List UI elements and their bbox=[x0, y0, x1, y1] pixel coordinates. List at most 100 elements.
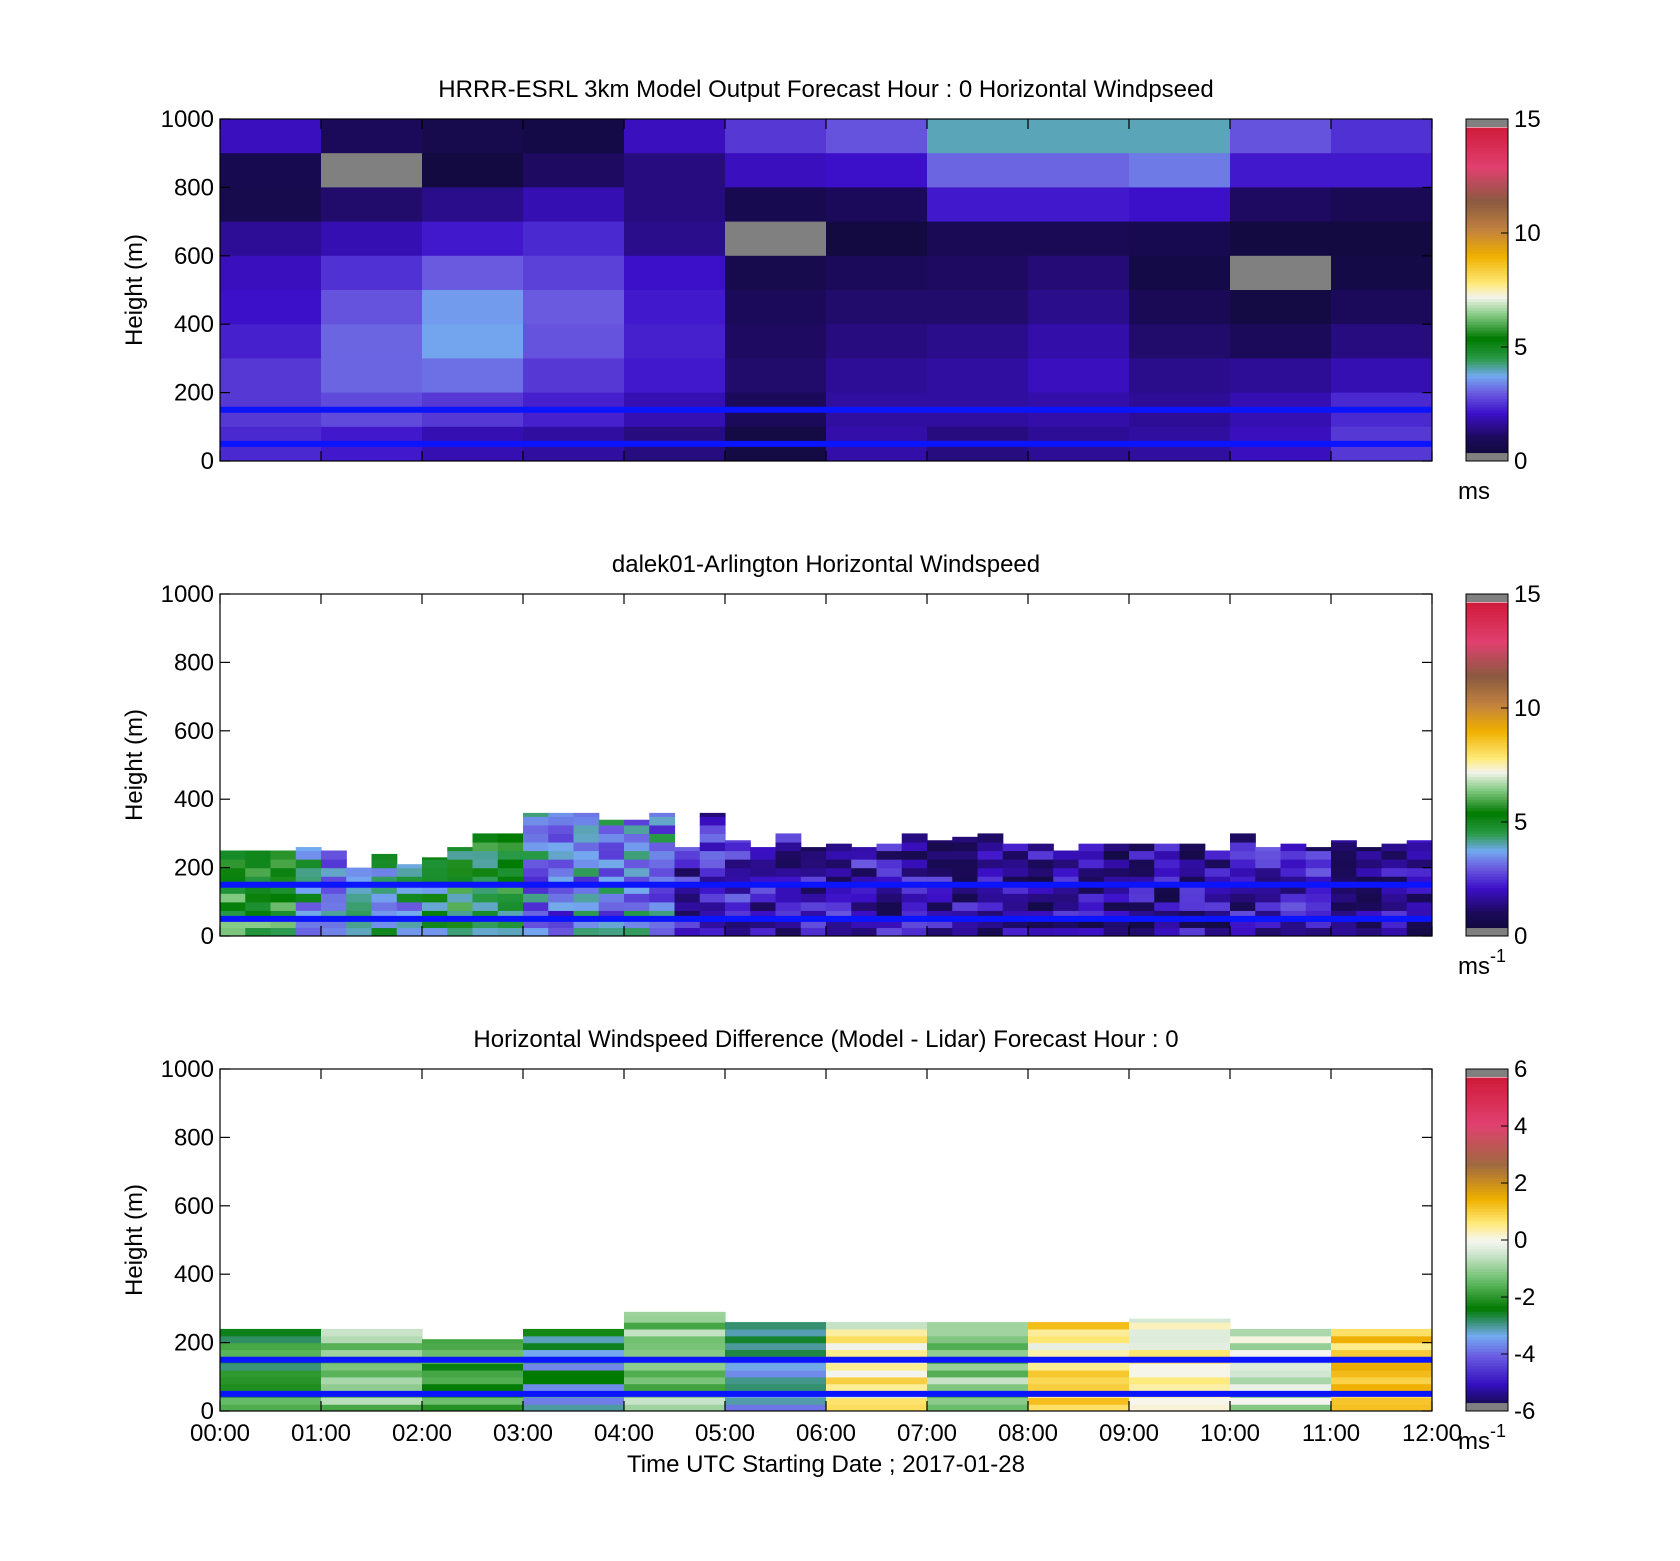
heatmap-cell bbox=[1356, 876, 1383, 886]
heatmap-cell bbox=[1053, 867, 1080, 877]
heatmap-cell bbox=[1129, 927, 1155, 936]
x-tick-label: 06:00 bbox=[796, 1420, 856, 1447]
colorbar-swatch bbox=[1466, 859, 1508, 863]
heatmap-cell bbox=[1078, 901, 1105, 911]
heatmap-cell bbox=[321, 918, 347, 929]
colorbar-swatch bbox=[1466, 147, 1508, 151]
heatmap-cell bbox=[1280, 893, 1307, 903]
heatmap-cell bbox=[346, 867, 373, 877]
colorbar-swatch bbox=[1466, 1111, 1508, 1116]
heatmap-cell bbox=[1053, 901, 1080, 911]
colorbar-swatch bbox=[1466, 716, 1508, 720]
heatmap-cell bbox=[1230, 918, 1256, 929]
colorbar-swatch bbox=[1466, 1108, 1508, 1113]
colorbar-swatch bbox=[1466, 1191, 1508, 1195]
heatmap-cell bbox=[1331, 324, 1432, 359]
heatmap-cell bbox=[725, 867, 751, 877]
heatmap-cell bbox=[624, 1383, 726, 1392]
heatmap-cell bbox=[649, 816, 676, 826]
heatmap-cell bbox=[699, 918, 726, 929]
heatmap-cell bbox=[321, 1335, 423, 1344]
heatmap-cell bbox=[447, 927, 474, 936]
heatmap-cell bbox=[725, 119, 827, 154]
heatmap-cell bbox=[472, 876, 499, 886]
colorbar-tick-label: 6 bbox=[1514, 1056, 1527, 1083]
heatmap-cell bbox=[220, 187, 322, 223]
heatmap-cell bbox=[775, 884, 802, 894]
heatmap-cell bbox=[876, 876, 903, 886]
heatmap-cell bbox=[220, 221, 322, 257]
heatmap-cell bbox=[1129, 1363, 1231, 1371]
heatmap-cell bbox=[1255, 910, 1282, 920]
heatmap-cell bbox=[927, 1369, 1029, 1378]
heatmap-cell bbox=[523, 867, 549, 877]
heatmap-cell bbox=[1406, 910, 1432, 920]
heatmap-cell bbox=[1028, 255, 1130, 291]
colorbar-swatch bbox=[1466, 1100, 1508, 1104]
heatmap-cell bbox=[1129, 867, 1155, 877]
colorbar-swatch bbox=[1466, 270, 1508, 274]
heatmap-cell bbox=[1305, 867, 1332, 877]
heatmap-cell bbox=[1280, 843, 1307, 852]
heatmap-cell bbox=[598, 819, 625, 826]
heatmap-cell bbox=[472, 859, 499, 869]
colorbar-swatch bbox=[1466, 682, 1508, 686]
colorbar-swatch bbox=[1466, 238, 1508, 243]
colorbar-swatch bbox=[1466, 307, 1508, 311]
colorbar-swatch bbox=[1466, 616, 1508, 621]
heatmap-cell bbox=[1129, 843, 1155, 852]
heatmap-cell bbox=[1053, 918, 1080, 929]
heatmap-cell bbox=[548, 876, 575, 886]
heatmap-cell bbox=[598, 910, 625, 920]
heatmap-cell bbox=[1129, 290, 1231, 325]
heatmap-cell bbox=[624, 819, 650, 826]
heatmap-cell bbox=[1230, 867, 1256, 877]
heatmap-cell bbox=[1331, 1363, 1432, 1371]
colorbar-swatch bbox=[1466, 164, 1508, 169]
heatmap-cell bbox=[548, 884, 575, 894]
colorbar-swatch bbox=[1466, 653, 1508, 658]
heatmap-cell bbox=[775, 867, 802, 877]
colorbar-swatch bbox=[1466, 890, 1508, 894]
colorbar-swatch bbox=[1466, 1126, 1508, 1130]
colorbar-swatch bbox=[1466, 1396, 1508, 1401]
heatmap-cell bbox=[1305, 859, 1332, 869]
colorbar-swatch bbox=[1466, 1257, 1508, 1261]
heatmap-cell bbox=[497, 901, 524, 911]
heatmap-cell bbox=[1406, 841, 1432, 852]
heatmap-cell bbox=[422, 876, 448, 886]
heatmap-cell bbox=[220, 1363, 322, 1371]
heatmap-cell bbox=[598, 893, 625, 903]
heatmap-cell bbox=[624, 918, 650, 929]
colorbar-swatch bbox=[1466, 384, 1508, 388]
heatmap-cell bbox=[220, 901, 246, 911]
colorbar-swatch bbox=[1466, 747, 1508, 752]
heatmap-cell bbox=[1028, 324, 1130, 359]
heatmap-cell bbox=[775, 927, 802, 936]
colorbar-swatch bbox=[1466, 688, 1508, 692]
heatmap-cell bbox=[245, 876, 272, 886]
colorbar-swatch bbox=[1466, 782, 1508, 786]
colorbar-swatch bbox=[1466, 409, 1508, 414]
heatmap-cell bbox=[1028, 187, 1130, 223]
colorbar-swatch bbox=[1466, 1365, 1508, 1369]
heatmap-cell bbox=[826, 358, 928, 394]
colorbar-swatch bbox=[1466, 176, 1508, 180]
heatmap-cell bbox=[346, 918, 373, 929]
heatmap-cell bbox=[220, 1369, 322, 1378]
colorbar-under bbox=[1466, 453, 1508, 461]
heatmap-cell bbox=[1129, 1369, 1231, 1378]
heatmap-cell bbox=[826, 1322, 928, 1330]
colorbar-swatch bbox=[1466, 608, 1508, 612]
heatmap-cell bbox=[1053, 893, 1080, 903]
colorbar-swatch bbox=[1466, 745, 1508, 749]
heatmap-cell bbox=[775, 841, 802, 852]
heatmap-cell bbox=[624, 901, 650, 911]
heatmap-cell bbox=[649, 833, 676, 843]
heatmap-cell bbox=[927, 187, 1029, 223]
x-axis bbox=[219, 594, 1433, 936]
heatmap-cell bbox=[699, 867, 726, 877]
heatmap-cell bbox=[1204, 859, 1231, 869]
colorbar-swatch bbox=[1466, 1328, 1508, 1332]
